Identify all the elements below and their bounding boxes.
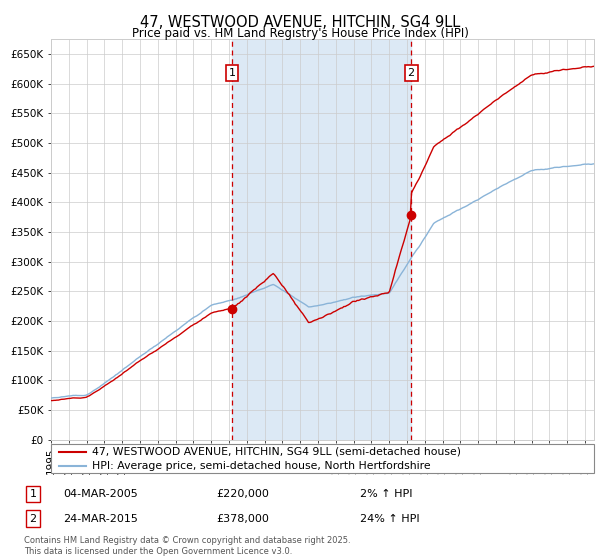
Text: HPI: Average price, semi-detached house, North Hertfordshire: HPI: Average price, semi-detached house,…: [92, 461, 430, 471]
Text: 2% ↑ HPI: 2% ↑ HPI: [360, 489, 413, 499]
Text: 2: 2: [29, 514, 37, 524]
Text: 1: 1: [229, 68, 236, 78]
Bar: [232, 39, 411, 440]
Text: 24% ↑ HPI: 24% ↑ HPI: [360, 514, 419, 524]
Text: 24-MAR-2015: 24-MAR-2015: [63, 514, 138, 524]
Text: Price paid vs. HM Land Registry's House Price Index (HPI): Price paid vs. HM Land Registry's House …: [131, 27, 469, 40]
FancyBboxPatch shape: [51, 444, 594, 473]
Text: 2: 2: [407, 68, 415, 78]
Text: £378,000: £378,000: [216, 514, 269, 524]
Text: 04-MAR-2005: 04-MAR-2005: [63, 489, 138, 499]
Text: £220,000: £220,000: [216, 489, 269, 499]
Text: Contains HM Land Registry data © Crown copyright and database right 2025.
This d: Contains HM Land Registry data © Crown c…: [24, 536, 350, 556]
Text: 1: 1: [29, 489, 37, 499]
Text: 47, WESTWOOD AVENUE, HITCHIN, SG4 9LL: 47, WESTWOOD AVENUE, HITCHIN, SG4 9LL: [140, 15, 460, 30]
Text: 47, WESTWOOD AVENUE, HITCHIN, SG4 9LL (semi-detached house): 47, WESTWOOD AVENUE, HITCHIN, SG4 9LL (s…: [92, 447, 461, 457]
